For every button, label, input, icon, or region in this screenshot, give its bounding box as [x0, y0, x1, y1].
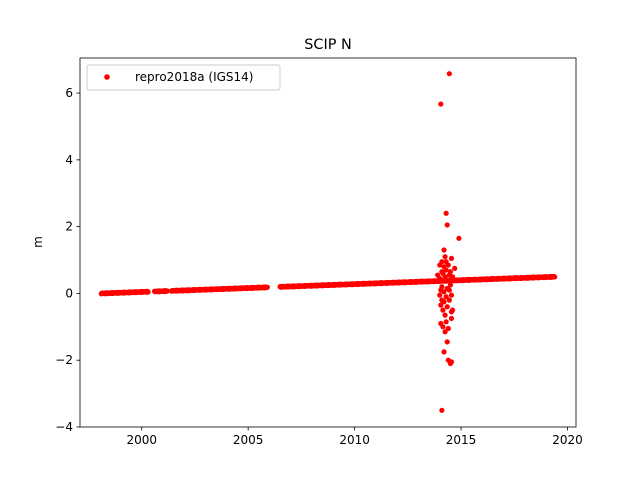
data-point: [452, 265, 458, 271]
data-point: [443, 319, 449, 325]
y-tick-label: −2: [55, 353, 73, 367]
data-point: [441, 247, 447, 253]
data-point: [448, 292, 455, 298]
data-point: [440, 324, 446, 330]
y-tick-label: 6: [65, 86, 73, 100]
data-point: [443, 267, 449, 273]
data-point: [444, 339, 450, 345]
data-point: [446, 71, 452, 77]
data-point: [446, 287, 452, 293]
y-tick-label: 2: [65, 220, 73, 234]
y-tick-label: −4: [55, 420, 73, 434]
data-point: [449, 274, 456, 280]
y-tick-label: 4: [65, 153, 73, 167]
data-point: [443, 210, 449, 216]
data-point: [445, 262, 451, 268]
y-tick-label: 0: [65, 286, 73, 300]
x-tick-label: 2010: [339, 433, 370, 447]
data-point: [448, 315, 455, 322]
x-tick-label: 2020: [552, 433, 583, 447]
data-point: [438, 302, 444, 308]
data-point: [437, 292, 443, 298]
y-axis-label: m: [31, 236, 45, 248]
data-point: [442, 312, 448, 318]
data-point: [442, 329, 448, 335]
data-point: [444, 304, 450, 310]
data-point: [447, 360, 453, 367]
chart-title: SCIP N: [304, 37, 351, 53]
data-point: [440, 307, 446, 313]
x-axis: 2000 2005 2010 2015 2020: [126, 427, 583, 447]
y-axis: −4 −2 0 2 4 6: [55, 86, 80, 434]
data-point: [447, 282, 453, 288]
x-tick-label: 2005: [233, 433, 264, 447]
scatter-points: [98, 71, 558, 413]
data-point: [445, 325, 451, 332]
data-point: [444, 222, 450, 228]
plot-frame: [79, 57, 577, 428]
data-point: [441, 289, 447, 295]
data-point: [437, 275, 443, 281]
plot-area: [80, 58, 576, 427]
data-point: [449, 307, 456, 313]
data-point: [552, 274, 558, 280]
data-point: [444, 277, 450, 283]
data-point: [441, 349, 447, 355]
x-tick-label: 2015: [446, 433, 477, 447]
data-point: [437, 262, 443, 268]
legend-marker: [104, 74, 110, 80]
data-point: [443, 294, 449, 300]
data-point: [441, 299, 447, 305]
legend-box: [86, 64, 281, 91]
data-point: [448, 255, 455, 261]
data-point: [264, 284, 270, 290]
data-point: [446, 297, 452, 303]
data-point: [439, 407, 445, 413]
data-point: [438, 101, 444, 107]
data-point: [145, 289, 151, 295]
legend-entry: repro2018a (IGS14): [135, 70, 253, 84]
data-point: [456, 235, 462, 241]
legend: repro2018a (IGS14): [86, 64, 281, 91]
x-tick-label: 2000: [126, 433, 157, 447]
data-point: [442, 254, 448, 260]
data-point: [164, 288, 170, 294]
